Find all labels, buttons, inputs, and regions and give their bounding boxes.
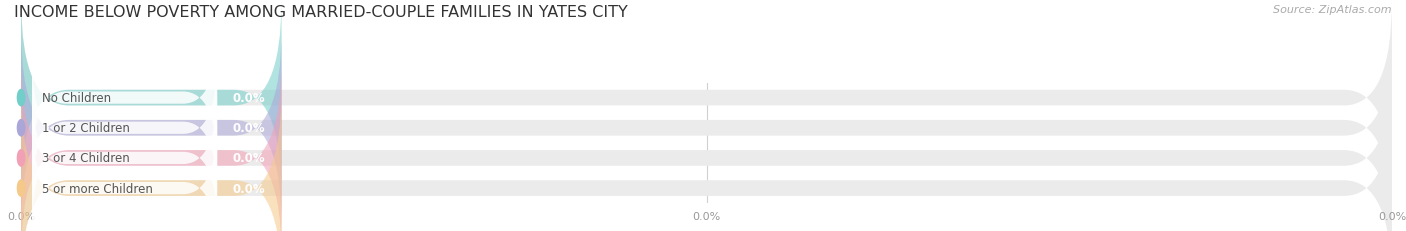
Text: 0.0%: 0.0% — [232, 92, 266, 105]
FancyBboxPatch shape — [21, 61, 281, 231]
FancyBboxPatch shape — [32, 89, 217, 227]
Text: 0.0%: 0.0% — [232, 152, 266, 165]
Text: 3 or 4 Children: 3 or 4 Children — [42, 152, 129, 165]
FancyBboxPatch shape — [21, 91, 281, 231]
Circle shape — [17, 120, 25, 136]
FancyBboxPatch shape — [21, 61, 1392, 231]
Circle shape — [17, 150, 25, 166]
FancyBboxPatch shape — [21, 91, 1392, 231]
Circle shape — [17, 90, 25, 106]
Text: No Children: No Children — [42, 92, 111, 105]
FancyBboxPatch shape — [32, 29, 217, 167]
Text: 5 or more Children: 5 or more Children — [42, 182, 152, 195]
FancyBboxPatch shape — [21, 1, 281, 195]
FancyBboxPatch shape — [32, 59, 217, 197]
Circle shape — [17, 180, 25, 196]
FancyBboxPatch shape — [21, 31, 281, 225]
Text: INCOME BELOW POVERTY AMONG MARRIED-COUPLE FAMILIES IN YATES CITY: INCOME BELOW POVERTY AMONG MARRIED-COUPL… — [14, 5, 628, 20]
Text: Source: ZipAtlas.com: Source: ZipAtlas.com — [1274, 5, 1392, 15]
Text: 0.0%: 0.0% — [232, 182, 266, 195]
Text: 1 or 2 Children: 1 or 2 Children — [42, 122, 129, 135]
Text: 0.0%: 0.0% — [232, 122, 266, 135]
FancyBboxPatch shape — [21, 31, 1392, 225]
FancyBboxPatch shape — [32, 119, 217, 231]
FancyBboxPatch shape — [21, 1, 1392, 195]
